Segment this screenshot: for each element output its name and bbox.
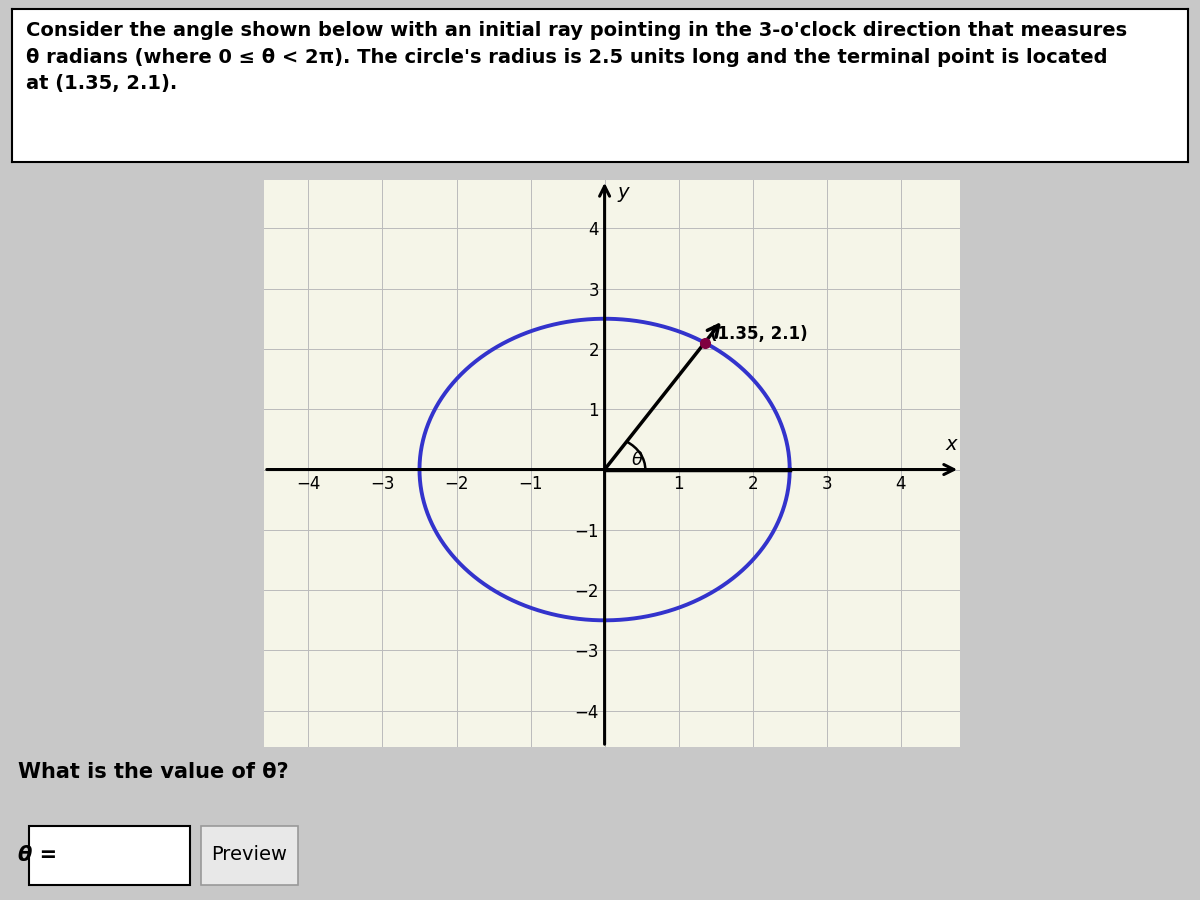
Text: θ: θ [631,451,643,469]
Text: x: x [946,436,956,454]
Text: What is the value of θ?: What is the value of θ? [18,762,289,782]
FancyBboxPatch shape [202,826,298,886]
Text: (1.35, 2.1): (1.35, 2.1) [710,325,808,343]
Text: Consider the angle shown below with an initial ray pointing in the 3-o'clock dir: Consider the angle shown below with an i… [26,22,1127,94]
Text: Preview: Preview [211,845,288,865]
Text: y: y [618,183,630,202]
FancyBboxPatch shape [29,826,190,886]
Text: θ =: θ = [18,845,56,865]
